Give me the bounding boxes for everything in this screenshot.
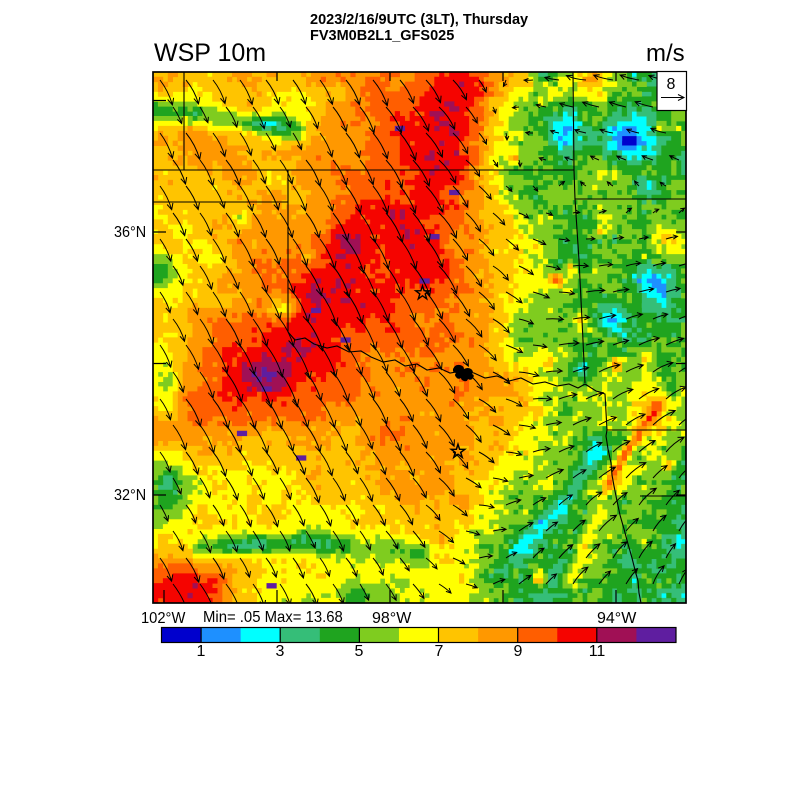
- svg-text:8: 8: [667, 76, 676, 93]
